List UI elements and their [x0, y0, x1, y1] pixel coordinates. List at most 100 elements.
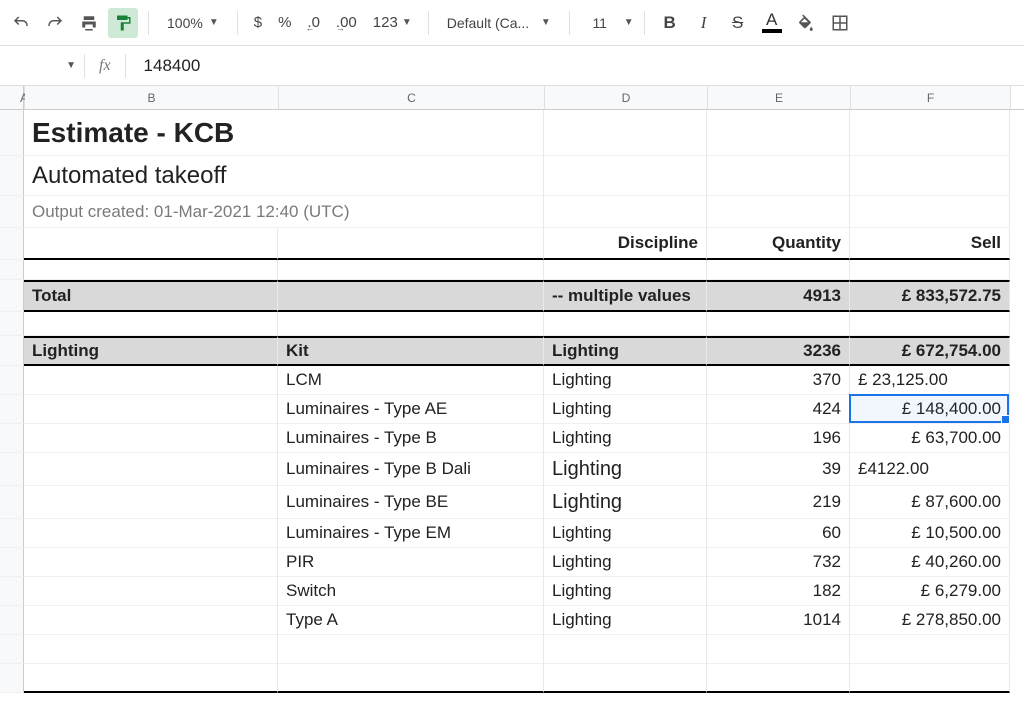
- italic-button[interactable]: I: [689, 8, 719, 38]
- row-header[interactable]: [0, 366, 24, 395]
- total-label[interactable]: Total: [24, 280, 278, 312]
- paint-format-button[interactable]: [108, 8, 138, 38]
- cell-kit[interactable]: Luminaires - Type B: [278, 424, 544, 453]
- text-color-button[interactable]: A: [757, 8, 787, 38]
- cell-qty[interactable]: 60: [707, 519, 850, 548]
- row-header[interactable]: [0, 548, 24, 577]
- total-sell[interactable]: £ 833,572.75: [850, 280, 1010, 312]
- cell-kit[interactable]: Type A: [278, 606, 544, 635]
- cell-discipline[interactable]: Lighting: [544, 577, 707, 606]
- total-qty[interactable]: 4913: [707, 280, 850, 312]
- header-quantity[interactable]: Quantity: [707, 228, 850, 260]
- row-header[interactable]: [0, 312, 24, 336]
- row-header[interactable]: [0, 519, 24, 548]
- spreadsheet-grid: A B C D E F Estimate - KCB Automated tak…: [0, 86, 1024, 693]
- cell-kit[interactable]: PIR: [278, 548, 544, 577]
- row-header[interactable]: [0, 395, 24, 424]
- font-size-input[interactable]: 11: [580, 15, 620, 31]
- more-formats-dropdown[interactable]: 123 ▼: [367, 14, 418, 31]
- section-sell[interactable]: £ 672,754.00: [850, 336, 1010, 366]
- col-header-e[interactable]: E: [708, 86, 851, 109]
- print-button[interactable]: [74, 8, 104, 38]
- cell-kit[interactable]: Luminaires - Type AE: [278, 395, 544, 424]
- cell-kit[interactable]: Switch: [278, 577, 544, 606]
- increase-decimal-button[interactable]: .00 →: [330, 14, 363, 31]
- cell-discipline[interactable]: Lighting: [544, 548, 707, 577]
- cell-kit[interactable]: LCM: [278, 366, 544, 395]
- redo-button[interactable]: [40, 8, 70, 38]
- cell-sell[interactable]: £4122.00: [850, 453, 1010, 486]
- row-header[interactable]: [0, 156, 24, 196]
- row-header[interactable]: [0, 280, 24, 312]
- row-header[interactable]: [0, 577, 24, 606]
- section-discipline[interactable]: Lighting: [544, 336, 707, 366]
- section-qty[interactable]: 3236: [707, 336, 850, 366]
- strikethrough-button[interactable]: S: [723, 8, 753, 38]
- cell-sell[interactable]: £ 6,279.00: [850, 577, 1010, 606]
- cell-discipline[interactable]: Lighting: [544, 453, 707, 486]
- cell-sell[interactable]: £ 148,400.00: [850, 395, 1010, 424]
- cell-qty[interactable]: 1014: [707, 606, 850, 635]
- fill-color-button[interactable]: [791, 8, 821, 38]
- cell-kit[interactable]: Luminaires - Type B Dali: [278, 453, 544, 486]
- cell-sell[interactable]: £ 63,700.00: [850, 424, 1010, 453]
- cell-qty[interactable]: 39: [707, 453, 850, 486]
- cell-discipline[interactable]: Lighting: [544, 606, 707, 635]
- total-discipline[interactable]: -- multiple values: [544, 280, 707, 312]
- row-header[interactable]: [0, 453, 24, 486]
- zoom-dropdown[interactable]: 100% ▼: [159, 15, 227, 31]
- chevron-down-icon: ▼: [402, 17, 412, 28]
- cell-qty[interactable]: 424: [707, 395, 850, 424]
- cell-kit[interactable]: Luminaires - Type BE: [278, 486, 544, 519]
- cell-sell[interactable]: £ 87,600.00: [850, 486, 1010, 519]
- row-header[interactable]: [0, 336, 24, 366]
- undo-button[interactable]: [6, 8, 36, 38]
- row-header[interactable]: [0, 260, 24, 280]
- name-box[interactable]: ▼: [6, 52, 84, 80]
- row-header[interactable]: [0, 486, 24, 519]
- chevron-down-icon[interactable]: ▼: [624, 17, 634, 28]
- cell-qty[interactable]: 370: [707, 366, 850, 395]
- cell-qty[interactable]: 219: [707, 486, 850, 519]
- col-header-f[interactable]: F: [851, 86, 1011, 109]
- title-cell[interactable]: Estimate - KCB: [24, 110, 278, 156]
- cell-discipline[interactable]: Lighting: [544, 486, 707, 519]
- borders-button[interactable]: [825, 8, 855, 38]
- cell-discipline[interactable]: Lighting: [544, 395, 707, 424]
- formula-input[interactable]: 148400: [126, 56, 201, 76]
- section-name[interactable]: Lighting: [24, 336, 278, 366]
- font-family-dropdown[interactable]: Default (Ca... ▼: [439, 15, 559, 31]
- col-header-b[interactable]: B: [25, 86, 279, 109]
- bold-button[interactable]: B: [655, 8, 685, 38]
- cell-kit[interactable]: Luminaires - Type EM: [278, 519, 544, 548]
- cell-qty[interactable]: 732: [707, 548, 850, 577]
- cell-sell[interactable]: £ 10,500.00: [850, 519, 1010, 548]
- meta-cell[interactable]: Output created: 01-Mar-2021 12:40 (UTC): [24, 196, 278, 228]
- col-header-d[interactable]: D: [545, 86, 708, 109]
- header-discipline[interactable]: Discipline: [544, 228, 707, 260]
- toolbar: 100% ▼ $ % .0 ← .00 → 123 ▼ Default (Ca.…: [0, 0, 1024, 46]
- section-kit[interactable]: Kit: [278, 336, 544, 366]
- table-row: Luminaires - Type EMLighting60£ 10,500.0…: [0, 519, 1024, 548]
- row-header[interactable]: [0, 110, 24, 156]
- col-header-c[interactable]: C: [279, 86, 545, 109]
- row-header[interactable]: [0, 635, 24, 664]
- row-header[interactable]: [0, 424, 24, 453]
- cell-discipline[interactable]: Lighting: [544, 366, 707, 395]
- cell-sell[interactable]: £ 278,850.00: [850, 606, 1010, 635]
- row-header[interactable]: [0, 196, 24, 228]
- header-sell[interactable]: Sell: [850, 228, 1010, 260]
- decrease-decimal-button[interactable]: .0 ←: [301, 14, 326, 31]
- cell-sell[interactable]: £ 23,125.00: [850, 366, 1010, 395]
- cell-sell[interactable]: £ 40,260.00: [850, 548, 1010, 577]
- cell-qty[interactable]: 182: [707, 577, 850, 606]
- subtitle-cell[interactable]: Automated takeoff: [24, 156, 278, 196]
- row-header[interactable]: [0, 606, 24, 635]
- format-currency-button[interactable]: $: [248, 14, 268, 31]
- format-percent-button[interactable]: %: [272, 14, 297, 31]
- cell-discipline[interactable]: Lighting: [544, 519, 707, 548]
- cell-discipline[interactable]: Lighting: [544, 424, 707, 453]
- cell-qty[interactable]: 196: [707, 424, 850, 453]
- row-header[interactable]: [0, 228, 24, 260]
- row-header[interactable]: [0, 664, 24, 693]
